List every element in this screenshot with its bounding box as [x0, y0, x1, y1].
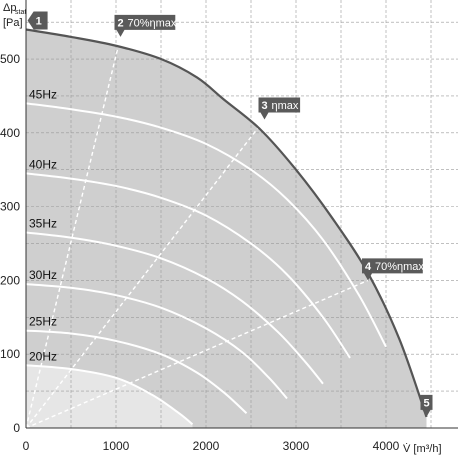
frequency-curve — [26, 283, 288, 400]
frequency-label: 30Hz — [29, 268, 57, 282]
frequency-curve — [26, 231, 324, 385]
marker-number: 4 — [365, 261, 372, 273]
marker-tag — [420, 394, 433, 417]
x-tick-label: 1000 — [103, 439, 130, 453]
frequency-label: 20Hz — [29, 349, 57, 363]
low-speed-area — [26, 365, 193, 428]
y-axis-label-sub: stat — [15, 9, 26, 16]
x-tick-label: 2000 — [193, 439, 220, 453]
marker-tag — [27, 11, 48, 30]
y-tick-label: 500 — [0, 52, 20, 66]
efficiency-line — [26, 279, 369, 428]
frequency-label: 45Hz — [29, 87, 57, 101]
frequency-label: 40Hz — [29, 157, 57, 171]
x-tick-label: 3000 — [283, 439, 310, 453]
point-marker: 1 — [27, 11, 48, 30]
max-curve — [26, 28, 428, 418]
marker-label: 70%ηmax — [375, 261, 424, 273]
point-marker: 3 ηmax — [258, 97, 301, 120]
y-axis-label: Δp — [3, 2, 16, 14]
marker-number: 2 — [118, 17, 124, 29]
marker-label: ηmax — [272, 100, 299, 112]
y-tick-label: 100 — [0, 347, 20, 361]
marker-label: 70%ηmax — [128, 17, 177, 29]
marker-tag — [258, 97, 301, 120]
marker-number: 3 — [262, 100, 268, 112]
frequency-curve — [26, 172, 351, 359]
x-axis-label: V̇ [m³/h] — [403, 442, 442, 455]
x-tick-label: 0 — [23, 439, 30, 453]
y-tick-label: 200 — [0, 273, 20, 287]
marker-number: 1 — [36, 16, 42, 28]
marker-tag — [362, 258, 423, 281]
frequency-label: 25Hz — [29, 315, 57, 329]
frequency-curve — [26, 102, 387, 348]
frequency-curve — [26, 364, 194, 426]
point-marker: 5 — [420, 394, 433, 417]
y-tick-label: 0 — [13, 421, 20, 435]
marker-number: 5 — [424, 397, 430, 409]
y-tick-label: 400 — [0, 126, 20, 140]
operating-area — [26, 29, 427, 428]
efficiency-line — [26, 119, 266, 428]
marker-tag — [114, 14, 176, 37]
y-tick-label: 300 — [0, 200, 20, 214]
point-marker: 2 70%ηmax — [114, 14, 177, 37]
frequency-curve — [26, 329, 248, 414]
frequency-label: 35Hz — [29, 216, 57, 230]
y-axis-unit: [Pa] — [3, 17, 23, 29]
point-marker: 4 70%ηmax — [362, 258, 424, 281]
x-tick-label: 4000 — [373, 439, 400, 453]
